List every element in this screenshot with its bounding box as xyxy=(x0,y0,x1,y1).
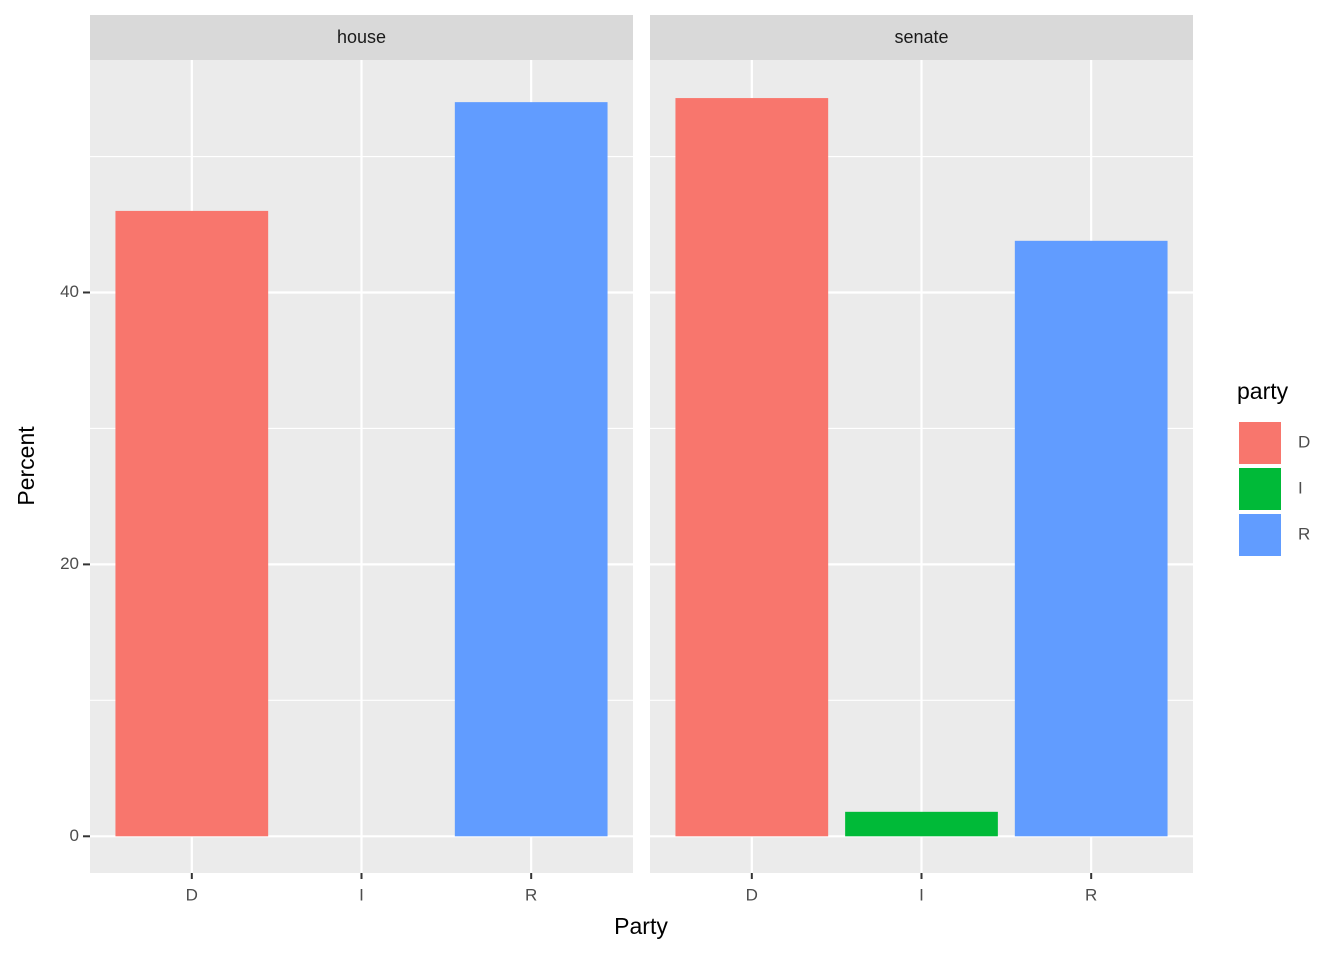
strip-label: house xyxy=(337,27,386,47)
legend-key xyxy=(1239,468,1281,510)
bar xyxy=(845,811,998,837)
legend-title: party xyxy=(1237,378,1289,404)
strip-label: senate xyxy=(894,27,948,47)
y-axis-title: Percent xyxy=(13,426,39,506)
x-axis-title: Party xyxy=(614,913,668,939)
y-tick-label: 40 xyxy=(60,282,79,301)
strip-background xyxy=(90,15,633,60)
legend-key xyxy=(1239,422,1281,464)
legend-label: R xyxy=(1298,524,1310,543)
x-tick-label: R xyxy=(525,885,537,904)
y-tick-label: 20 xyxy=(60,554,79,573)
legend-key xyxy=(1239,514,1281,556)
legend-label: I xyxy=(1298,478,1303,497)
bar xyxy=(1014,240,1168,837)
x-tick-label: D xyxy=(186,885,198,904)
strip-background xyxy=(650,15,1193,60)
x-tick-label: I xyxy=(919,885,924,904)
bar xyxy=(675,98,829,837)
x-tick-label: I xyxy=(359,885,364,904)
y-tick-label: 0 xyxy=(70,826,79,845)
x-tick-label: R xyxy=(1085,885,1097,904)
legend-label: D xyxy=(1298,432,1310,451)
bar xyxy=(454,102,608,837)
x-tick-label: D xyxy=(746,885,758,904)
bar xyxy=(115,210,269,837)
